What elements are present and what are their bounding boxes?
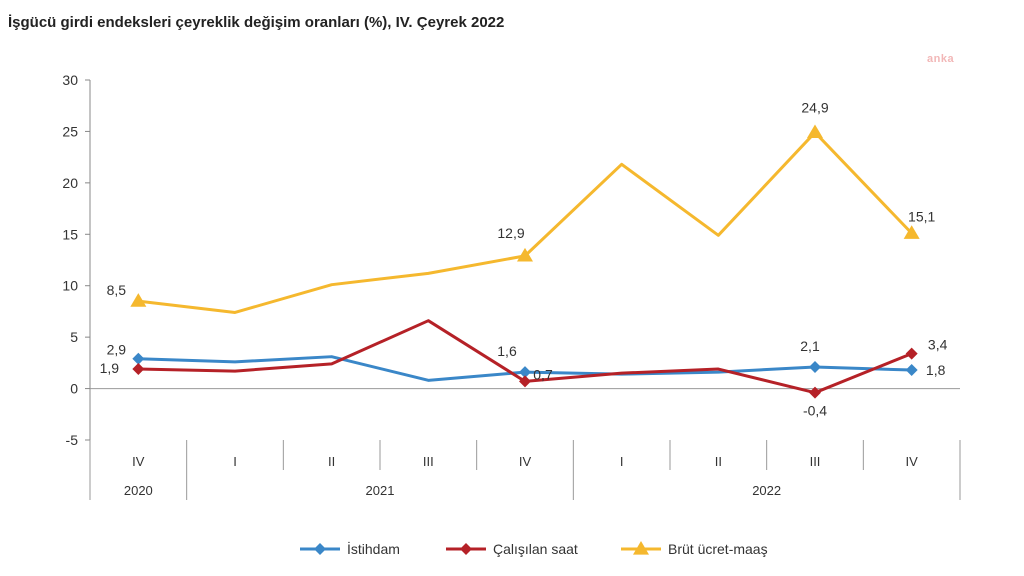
year-label: 2021 (366, 483, 395, 498)
data-label: 2,1 (800, 338, 820, 354)
x-tick-label: II (328, 454, 335, 469)
y-tick-label: 15 (62, 226, 78, 242)
data-label: -0,4 (803, 403, 827, 419)
data-point (519, 366, 531, 379)
data-point (905, 347, 918, 360)
data-point (809, 386, 821, 399)
legend-label: Çalışılan saat (493, 541, 578, 557)
x-tick-label: III (423, 454, 434, 469)
data-point (807, 124, 823, 139)
y-tick-label: 10 (62, 278, 78, 294)
data-label: 2,9 (107, 342, 127, 358)
series-line (138, 130, 913, 314)
data-label: 12,9 (497, 225, 524, 241)
x-tick-label: IV (906, 454, 919, 469)
x-tick-label: II (715, 454, 722, 469)
legend-marker (460, 543, 472, 555)
watermark-logo: anka (927, 53, 955, 65)
data-label: 1,8 (926, 362, 946, 378)
data-label: 1,6 (497, 343, 517, 359)
data-point (132, 352, 145, 365)
data-point (132, 363, 145, 376)
data-label: 24,9 (801, 99, 828, 115)
legend-marker (314, 543, 326, 555)
x-tick-label: IV (132, 454, 145, 469)
y-tick-label: -5 (66, 432, 79, 448)
data-label: 8,5 (107, 282, 127, 298)
data-label: 0,7 (533, 366, 553, 382)
year-label: 2020 (124, 483, 153, 498)
x-tick-label: I (620, 454, 624, 469)
y-tick-label: 25 (62, 123, 78, 139)
data-point (130, 293, 147, 307)
legend-label: Brüt ücret-maaş (668, 541, 768, 557)
data-label: 15,1 (908, 208, 935, 224)
data-point (905, 364, 918, 377)
y-tick-label: 30 (62, 72, 78, 88)
y-tick-label: 5 (70, 329, 78, 345)
legend-marker (633, 541, 649, 555)
x-tick-label: III (810, 454, 821, 469)
data-point (517, 247, 533, 262)
x-tick-label: I (233, 454, 237, 469)
data-point (809, 360, 821, 373)
data-point (903, 225, 920, 239)
y-tick-label: 0 (70, 381, 78, 397)
data-label: 3,4 (928, 337, 948, 353)
data-label: 1,9 (100, 360, 120, 376)
data-point (519, 375, 531, 388)
y-tick-label: 20 (62, 175, 78, 191)
x-tick-label: IV (519, 454, 532, 469)
legend-label: İstihdam (347, 540, 400, 557)
chart-title: İşgücü girdi endeksleri çeyreklik değişi… (8, 14, 505, 31)
year-label: 2022 (752, 483, 781, 498)
